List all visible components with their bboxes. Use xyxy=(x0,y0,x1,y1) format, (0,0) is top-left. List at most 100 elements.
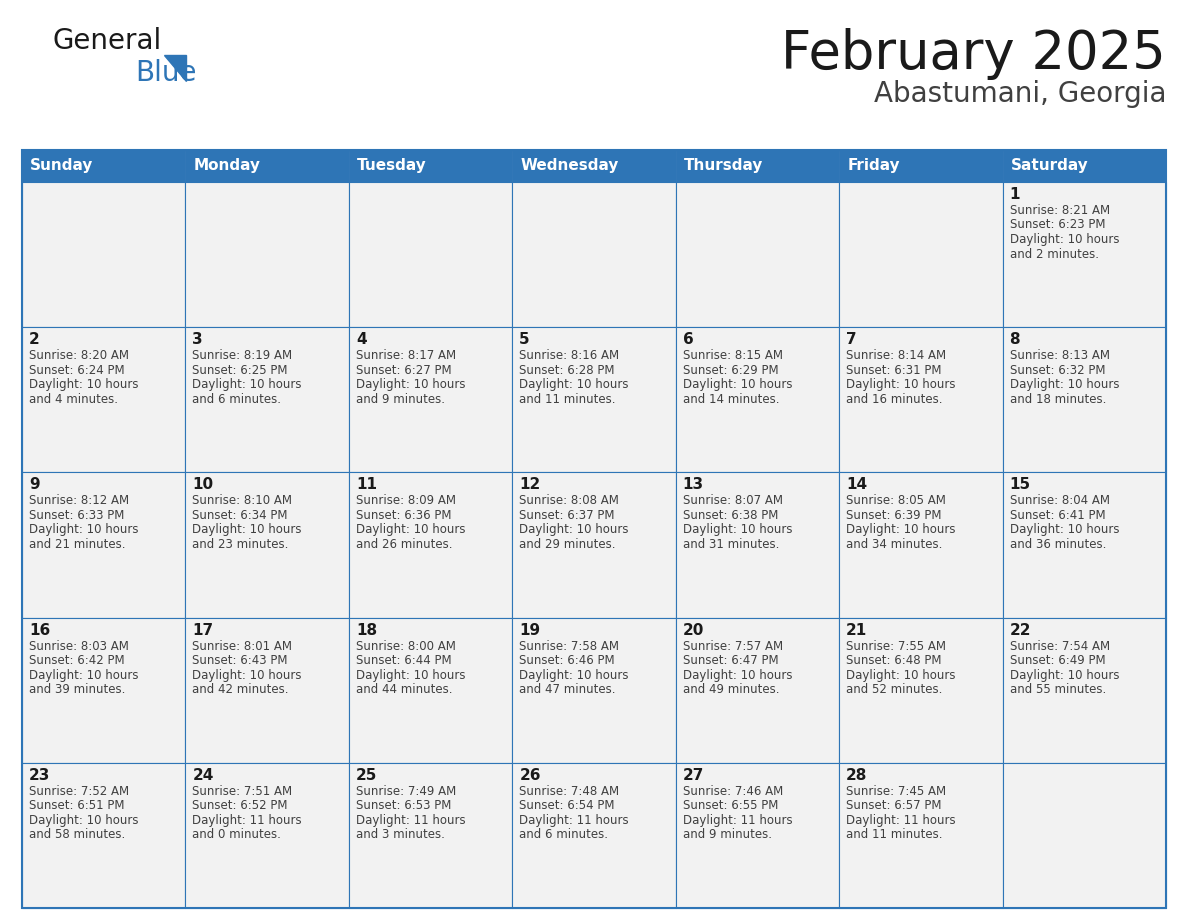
Bar xyxy=(349,763,512,908)
Bar xyxy=(23,182,185,327)
Bar xyxy=(23,618,185,763)
Text: Daylight: 10 hours: Daylight: 10 hours xyxy=(683,378,792,391)
Text: Sunset: 6:51 PM: Sunset: 6:51 PM xyxy=(29,800,125,812)
Bar xyxy=(1003,150,1165,182)
Text: and 11 minutes.: and 11 minutes. xyxy=(846,828,942,841)
Text: Blue: Blue xyxy=(135,59,196,87)
Text: Sunset: 6:48 PM: Sunset: 6:48 PM xyxy=(846,655,942,667)
Text: Abastumani, Georgia: Abastumani, Georgia xyxy=(873,80,1165,108)
Bar xyxy=(23,150,185,182)
Text: 21: 21 xyxy=(846,622,867,638)
Text: Sunset: 6:43 PM: Sunset: 6:43 PM xyxy=(192,655,287,667)
Text: Sunset: 6:31 PM: Sunset: 6:31 PM xyxy=(846,364,942,376)
Bar xyxy=(676,150,839,182)
Text: Sunset: 6:24 PM: Sunset: 6:24 PM xyxy=(29,364,125,376)
Bar xyxy=(349,618,512,763)
Text: and 26 minutes.: and 26 minutes. xyxy=(356,538,453,551)
Text: and 29 minutes.: and 29 minutes. xyxy=(519,538,615,551)
Text: Sunrise: 7:48 AM: Sunrise: 7:48 AM xyxy=(519,785,619,798)
Text: 23: 23 xyxy=(29,767,50,783)
Bar xyxy=(839,618,1003,763)
Bar xyxy=(512,763,676,908)
Text: Sunset: 6:47 PM: Sunset: 6:47 PM xyxy=(683,655,778,667)
Text: 6: 6 xyxy=(683,332,694,347)
Bar xyxy=(349,327,512,473)
Text: 10: 10 xyxy=(192,477,214,492)
Bar xyxy=(349,150,512,182)
Text: Sunrise: 8:07 AM: Sunrise: 8:07 AM xyxy=(683,495,783,508)
Text: Sunset: 6:44 PM: Sunset: 6:44 PM xyxy=(356,655,451,667)
Text: Sunrise: 8:08 AM: Sunrise: 8:08 AM xyxy=(519,495,619,508)
Text: Sunset: 6:34 PM: Sunset: 6:34 PM xyxy=(192,509,287,522)
Bar xyxy=(512,150,676,182)
Bar xyxy=(512,182,676,327)
Text: Daylight: 10 hours: Daylight: 10 hours xyxy=(356,668,466,681)
Bar xyxy=(512,327,676,473)
Text: Sunrise: 7:55 AM: Sunrise: 7:55 AM xyxy=(846,640,946,653)
Text: Sunrise: 7:45 AM: Sunrise: 7:45 AM xyxy=(846,785,947,798)
Text: 26: 26 xyxy=(519,767,541,783)
Bar xyxy=(1003,327,1165,473)
Text: Sunrise: 8:20 AM: Sunrise: 8:20 AM xyxy=(29,349,129,363)
Text: Daylight: 10 hours: Daylight: 10 hours xyxy=(1010,523,1119,536)
Text: Sunset: 6:37 PM: Sunset: 6:37 PM xyxy=(519,509,614,522)
Text: 19: 19 xyxy=(519,622,541,638)
Text: Sunrise: 7:58 AM: Sunrise: 7:58 AM xyxy=(519,640,619,653)
Text: 18: 18 xyxy=(356,622,377,638)
Bar xyxy=(185,473,349,618)
Text: Sunset: 6:32 PM: Sunset: 6:32 PM xyxy=(1010,364,1105,376)
Text: Daylight: 10 hours: Daylight: 10 hours xyxy=(29,813,139,827)
Text: and 16 minutes.: and 16 minutes. xyxy=(846,393,942,406)
Text: Daylight: 11 hours: Daylight: 11 hours xyxy=(356,813,466,827)
Text: Daylight: 10 hours: Daylight: 10 hours xyxy=(1010,233,1119,246)
Text: Daylight: 10 hours: Daylight: 10 hours xyxy=(683,668,792,681)
Text: Sunrise: 7:49 AM: Sunrise: 7:49 AM xyxy=(356,785,456,798)
Text: Sunset: 6:55 PM: Sunset: 6:55 PM xyxy=(683,800,778,812)
Text: Sunrise: 8:09 AM: Sunrise: 8:09 AM xyxy=(356,495,456,508)
Text: 4: 4 xyxy=(356,332,366,347)
Text: Daylight: 11 hours: Daylight: 11 hours xyxy=(683,813,792,827)
Text: Daylight: 10 hours: Daylight: 10 hours xyxy=(29,668,139,681)
Text: Monday: Monday xyxy=(194,158,260,173)
Text: Wednesday: Wednesday xyxy=(520,158,619,173)
Text: and 36 minutes.: and 36 minutes. xyxy=(1010,538,1106,551)
Text: 12: 12 xyxy=(519,477,541,492)
Text: and 42 minutes.: and 42 minutes. xyxy=(192,683,289,696)
Bar xyxy=(349,473,512,618)
Text: Sunrise: 7:46 AM: Sunrise: 7:46 AM xyxy=(683,785,783,798)
Text: 14: 14 xyxy=(846,477,867,492)
Text: 20: 20 xyxy=(683,622,704,638)
Text: Sunset: 6:33 PM: Sunset: 6:33 PM xyxy=(29,509,125,522)
Text: Sunset: 6:42 PM: Sunset: 6:42 PM xyxy=(29,655,125,667)
Text: 17: 17 xyxy=(192,622,214,638)
Text: Daylight: 10 hours: Daylight: 10 hours xyxy=(356,523,466,536)
Text: Sunrise: 8:21 AM: Sunrise: 8:21 AM xyxy=(1010,204,1110,217)
Text: and 9 minutes.: and 9 minutes. xyxy=(683,828,772,841)
Text: Daylight: 10 hours: Daylight: 10 hours xyxy=(192,378,302,391)
Text: Daylight: 10 hours: Daylight: 10 hours xyxy=(846,668,955,681)
Text: 11: 11 xyxy=(356,477,377,492)
Text: and 47 minutes.: and 47 minutes. xyxy=(519,683,615,696)
Bar xyxy=(349,182,512,327)
Text: 1: 1 xyxy=(1010,187,1020,202)
Text: and 18 minutes.: and 18 minutes. xyxy=(1010,393,1106,406)
Text: 28: 28 xyxy=(846,767,867,783)
Text: Sunrise: 8:13 AM: Sunrise: 8:13 AM xyxy=(1010,349,1110,363)
Text: Daylight: 10 hours: Daylight: 10 hours xyxy=(1010,668,1119,681)
Text: Sunrise: 8:17 AM: Sunrise: 8:17 AM xyxy=(356,349,456,363)
Bar xyxy=(1003,763,1165,908)
Text: Daylight: 10 hours: Daylight: 10 hours xyxy=(192,668,302,681)
Text: Sunset: 6:29 PM: Sunset: 6:29 PM xyxy=(683,364,778,376)
Text: Sunset: 6:23 PM: Sunset: 6:23 PM xyxy=(1010,218,1105,231)
Text: Tuesday: Tuesday xyxy=(356,158,426,173)
Text: Daylight: 10 hours: Daylight: 10 hours xyxy=(356,378,466,391)
Bar xyxy=(185,150,349,182)
Bar xyxy=(839,763,1003,908)
Text: Sunset: 6:49 PM: Sunset: 6:49 PM xyxy=(1010,655,1105,667)
Bar xyxy=(839,182,1003,327)
Bar xyxy=(23,763,185,908)
Text: and 31 minutes.: and 31 minutes. xyxy=(683,538,779,551)
Text: and 2 minutes.: and 2 minutes. xyxy=(1010,248,1099,261)
Text: 22: 22 xyxy=(1010,622,1031,638)
Text: Daylight: 10 hours: Daylight: 10 hours xyxy=(1010,378,1119,391)
